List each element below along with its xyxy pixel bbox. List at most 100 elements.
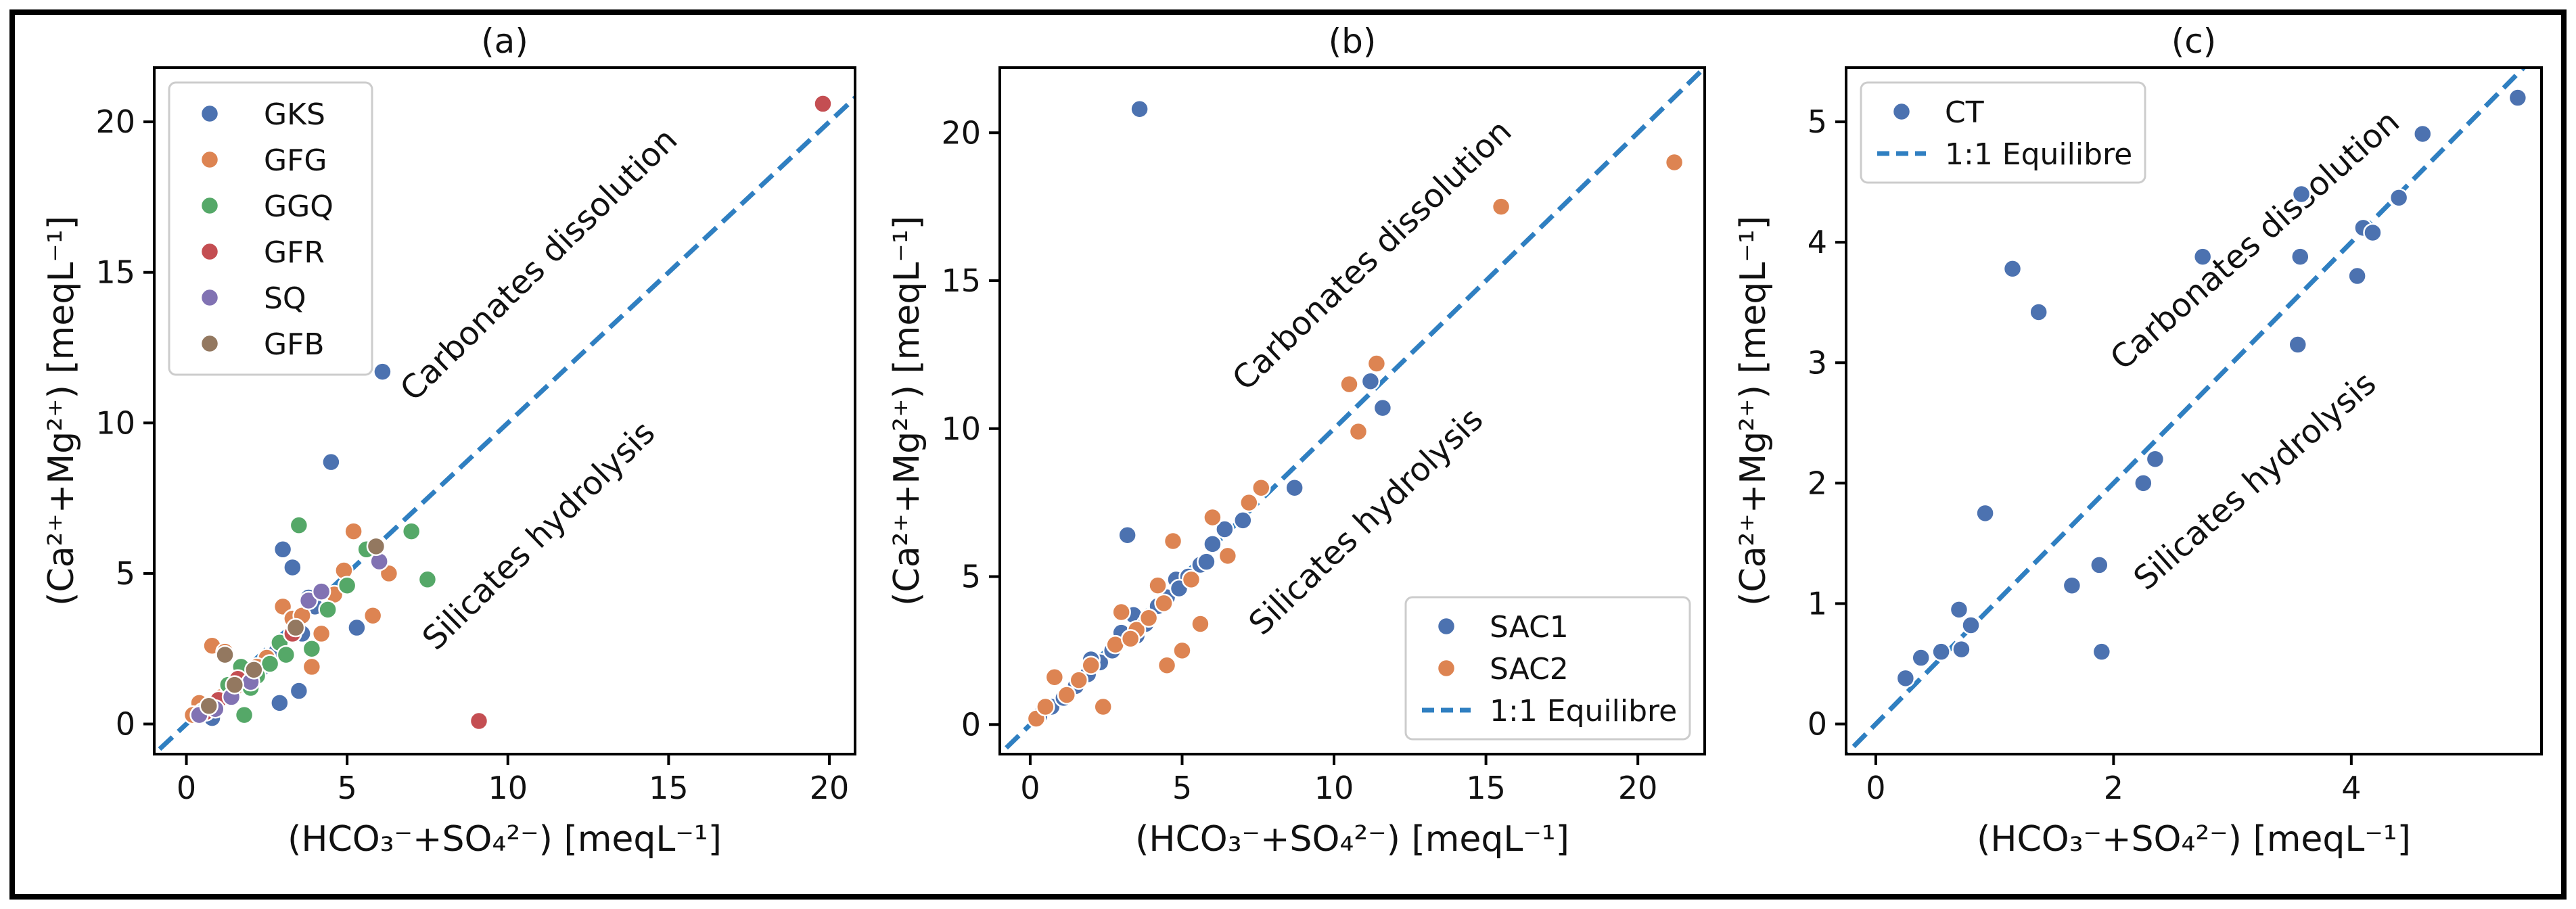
- legend-marker: [200, 287, 220, 308]
- y-axis-label: (Ca²⁺+Mg²⁺) [meqL⁻¹]: [41, 216, 82, 606]
- data-point: [1952, 639, 1971, 659]
- data-point: [1251, 478, 1271, 498]
- data-point: [270, 693, 290, 713]
- data-point: [2062, 576, 2082, 595]
- data-point: [321, 452, 341, 472]
- legend-label: 1:1 Equilibre: [1490, 694, 1677, 728]
- data-point: [401, 521, 421, 541]
- legend-label: SAC1: [1490, 610, 1569, 645]
- data-point: [199, 696, 219, 716]
- data-point: [1366, 354, 1387, 373]
- data-point: [1664, 152, 1684, 172]
- y-tick-label: 2: [1808, 465, 1827, 501]
- legend: SAC1 SAC2 1:1 Equilibre: [1404, 596, 1691, 741]
- data-point: [2002, 259, 2023, 279]
- y-tick-label: 5: [961, 559, 981, 595]
- y-tick-label: 5: [116, 555, 135, 592]
- data-point: [1203, 534, 1222, 554]
- equilibrium-line: [1846, 68, 2527, 754]
- data-point: [225, 675, 245, 695]
- upper-region-label: Carbonates dissolution: [393, 121, 685, 409]
- data-point: [2389, 188, 2409, 208]
- data-point: [2145, 449, 2165, 469]
- data-point: [1044, 668, 1065, 687]
- data-point: [1961, 615, 1981, 635]
- x-tick-label: 20: [1618, 770, 1658, 806]
- y-tick-label: 20: [941, 114, 981, 151]
- data-point: [1949, 600, 1969, 620]
- legend-label: GFG: [264, 143, 327, 178]
- data-point: [1895, 668, 1916, 689]
- data-point: [1191, 614, 1210, 634]
- x-tick-label: 5: [1172, 770, 1192, 806]
- data-point: [1157, 655, 1177, 675]
- data-point: [215, 645, 235, 665]
- data-point: [1093, 697, 1113, 717]
- data-point: [1203, 507, 1222, 528]
- data-point: [344, 521, 363, 541]
- axes-frame: [1845, 66, 2543, 755]
- series-SAC2: [1026, 152, 1684, 728]
- legend-label: GKS: [264, 97, 325, 132]
- data-point: [260, 654, 280, 674]
- axes-frame: [998, 66, 1706, 755]
- data-point: [2134, 473, 2153, 493]
- y-tick-label: 1: [1808, 585, 1827, 622]
- equilibrium-line: [1000, 68, 1705, 754]
- x-tick-label: 0: [1020, 770, 1040, 806]
- data-point: [298, 590, 319, 611]
- data-point: [469, 711, 489, 731]
- panel-title: (a): [481, 22, 528, 61]
- legend-box: [1860, 81, 2146, 184]
- y-tick-label: 15: [941, 262, 981, 299]
- data-point: [302, 638, 322, 659]
- series-GFB: [199, 536, 386, 716]
- data-point: [1911, 648, 1931, 668]
- data-point: [1057, 685, 1077, 705]
- data-point: [2413, 124, 2433, 144]
- legend-label: SAC2: [1490, 652, 1569, 686]
- data-point: [2291, 184, 2312, 204]
- x-axis-label: (HCO₃⁻+SO₄²⁻) [meqL⁻¹]: [288, 819, 722, 860]
- x-tick-label: 10: [1314, 770, 1354, 806]
- data-point: [273, 540, 293, 559]
- legend-label: 1:1 Equilibre: [1945, 137, 2132, 172]
- data-point: [2090, 555, 2109, 575]
- x-tick-label: 4: [2341, 770, 2361, 806]
- data-point: [318, 600, 338, 620]
- x-tick-label: 10: [488, 770, 528, 806]
- panel-title: (b): [1329, 22, 1377, 61]
- data-point: [1138, 608, 1159, 628]
- legend-label: GFR: [264, 235, 325, 270]
- data-point: [244, 660, 264, 680]
- data-point: [1118, 526, 1137, 545]
- data-point: [302, 657, 322, 677]
- x-tick-label: 5: [337, 770, 356, 806]
- legend-box: [168, 81, 373, 376]
- y-axis-label: (Ca²⁺+Mg²⁺) [meqL⁻¹]: [887, 216, 927, 606]
- data-point: [1163, 531, 1183, 551]
- lower-region-label: Silicates hydrolysis: [2127, 365, 2384, 598]
- data-point: [2288, 335, 2308, 354]
- data-point: [311, 624, 331, 644]
- data-point: [347, 617, 367, 638]
- legend-marker: [1436, 616, 1456, 636]
- legend-marker: [200, 241, 220, 262]
- legend: CT 1:1 Equilibre: [1860, 81, 2146, 184]
- data-point: [1239, 492, 1259, 513]
- legend-marker: [1436, 658, 1456, 678]
- data-point: [1172, 640, 1192, 661]
- data-point: [1975, 503, 1995, 523]
- data-point: [234, 705, 254, 725]
- x-axis-label: (HCO₃⁻+SO₄²⁻) [meqL⁻¹]: [1977, 819, 2411, 860]
- series-CT: [1895, 88, 2528, 689]
- y-tick-label: 5: [1808, 103, 1827, 140]
- data-point: [1931, 642, 1951, 661]
- legend-marker: [1891, 101, 1912, 122]
- data-point: [1360, 371, 1381, 391]
- data-point: [1148, 576, 1168, 595]
- y-axis-label: (Ca²⁺+Mg²⁺) [meqL⁻¹]: [1733, 216, 1774, 606]
- data-point: [813, 94, 833, 114]
